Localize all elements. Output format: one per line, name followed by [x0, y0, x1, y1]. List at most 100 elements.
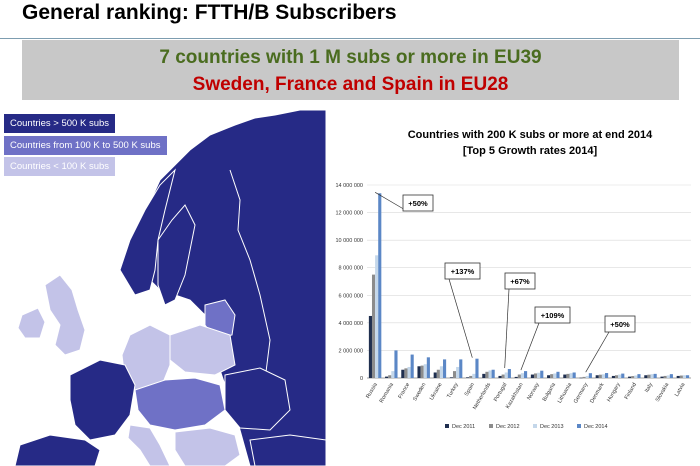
map-legend-low: Countries < 100 K subs	[4, 157, 116, 176]
bar-norway-dec-2014	[540, 370, 544, 378]
x-tick-label: Hungary	[606, 382, 622, 403]
annotation-pointer	[374, 191, 408, 212]
x-tick-label: Germany	[573, 382, 590, 405]
bar-russia-dec-2011	[368, 315, 372, 378]
bar-netherlands-dec-2013	[488, 370, 492, 378]
map-region-turkey	[249, 434, 326, 466]
bar-russia-dec-2013	[375, 255, 379, 378]
bar-hungary-dec-2012	[614, 375, 619, 378]
bar-kazakhstan-dec-2012	[517, 374, 521, 378]
map-region-poland	[169, 324, 236, 376]
bar-spain-dec-2014	[475, 358, 479, 378]
legend-swatch	[445, 424, 449, 428]
legend-label: Dec 2012	[496, 424, 520, 430]
bar-spain-dec-2013	[472, 373, 476, 378]
bar-russia-dec-2014	[378, 193, 382, 378]
bar-netherlands-dec-2014	[491, 369, 495, 378]
x-tick-label: Kazakhstan	[505, 382, 525, 410]
bar-france-dec-2014	[410, 354, 414, 378]
bar-italy-dec-2012	[647, 374, 651, 378]
bar-italy-dec-2011	[644, 375, 648, 378]
bar-latvia-dec-2011	[676, 375, 680, 378]
map-region-iberia	[14, 434, 101, 466]
bar-ukraine-dec-2014	[443, 359, 447, 378]
europe-map	[0, 110, 326, 466]
legend-label: Dec 2014	[584, 424, 608, 430]
bar-finland-dec-2012	[631, 376, 635, 378]
bar-russia-dec-2012	[371, 274, 376, 378]
x-tick-label: Spain	[464, 382, 476, 397]
y-tick-label: 4 000 000	[339, 321, 363, 327]
y-tick-label: 14 000 000	[335, 183, 363, 189]
bar-finland-dec-2013	[634, 375, 638, 378]
map-legend-medium: Countries from 100 K to 500 K subs	[4, 135, 167, 155]
growth-annotations: +50% +137% +67% +109% +50%	[374, 191, 636, 373]
bar-lithuania-dec-2014	[572, 372, 576, 378]
bar-bulgaria-dec-2014	[556, 371, 560, 378]
bar-ukraine-dec-2013	[439, 366, 444, 378]
bar-slovakia-dec-2014	[669, 374, 673, 378]
legend-swatch	[533, 424, 537, 428]
annotation-label: +109%	[541, 311, 565, 320]
growth-bar-chart: 0 2 000 000 4 000 000 6 000 000 8 000 000 10 …	[335, 183, 691, 430]
y-tick-label: 8 000 000	[339, 266, 363, 272]
map-region-italy	[127, 424, 171, 466]
map-region-russia-border	[229, 169, 271, 381]
bar-hungary-dec-2014	[621, 373, 625, 378]
x-tick-label: Sweden	[412, 382, 427, 402]
map-region-sweden	[157, 204, 196, 306]
bar-norway-dec-2011	[530, 374, 534, 378]
bar-portugal-dec-2011	[498, 375, 502, 378]
x-tick-label: Denmark	[589, 382, 605, 405]
bar-denmark-dec-2014	[605, 373, 609, 378]
legend-label: Dec 2011	[452, 424, 475, 430]
x-tick-label: Turkey	[446, 382, 460, 400]
x-tick-label: Italy	[644, 382, 654, 394]
bar-lithuania-dec-2012	[566, 373, 570, 378]
x-tick-label: Finland	[624, 382, 638, 401]
map-legend-high: Countries > 500 K subs	[4, 114, 116, 133]
bar-spain-dec-2012	[469, 375, 473, 378]
annotation-label: +137%	[451, 267, 475, 276]
bar-norway-dec-2012	[533, 373, 538, 378]
bar-sweden-dec-2011	[417, 366, 421, 378]
x-tick-labels: Russia Romania France Sweden Ukraine Turkey Sp…	[365, 381, 687, 411]
bar-france-dec-2011	[401, 369, 405, 378]
map-region-baltics	[204, 299, 236, 339]
bar-sweden-dec-2013	[423, 364, 427, 378]
bar-portugal-dec-2012	[501, 374, 505, 378]
annotation-pointer	[520, 322, 540, 371]
bar-sweden-dec-2014	[426, 357, 430, 378]
x-tick-label: Norway	[526, 382, 541, 401]
bar-romania-dec-2014	[394, 350, 398, 378]
bar-series	[368, 193, 690, 379]
map-region-balkans	[174, 427, 241, 466]
x-tick-label: Romania	[379, 381, 396, 404]
bar-bulgaria-dec-2011	[547, 375, 551, 378]
bar-portugal-dec-2013	[504, 372, 508, 378]
annotation-box	[534, 306, 571, 324]
y-tick-labels: 0 2 000 000 4 000 000 6 000 000 8 000 000 10 …	[335, 183, 363, 382]
bar-netherlands-dec-2011	[482, 373, 486, 378]
chart-title-line-2: [Top 5 Growth rates 2014]	[462, 145, 598, 157]
highlight-banner: 7 countries with 1 M subs or more in EU3…	[22, 40, 679, 100]
map-region-ireland	[17, 307, 46, 339]
bar-spain-dec-2011	[466, 377, 470, 378]
bar-finland-dec-2014	[637, 374, 641, 378]
bar-slovakia-dec-2013	[666, 375, 670, 378]
annotation-pointer	[585, 331, 610, 373]
bar-hungary-dec-2013	[618, 374, 622, 378]
bar-bulgaria-dec-2012	[550, 374, 554, 378]
map-region-norway	[119, 168, 176, 296]
bar-ukraine-dec-2012	[436, 369, 440, 378]
bar-bulgaria-dec-2013	[553, 373, 557, 378]
bar-latvia-dec-2014	[686, 375, 690, 378]
annotation-box	[604, 315, 636, 333]
bar-italy-dec-2013	[650, 374, 654, 378]
annotation-label: +67%	[510, 277, 530, 286]
bar-lithuania-dec-2011	[563, 374, 567, 378]
y-tick-label: 0	[360, 376, 363, 382]
bar-turkey-dec-2011	[449, 377, 453, 378]
bar-portugal-dec-2014	[507, 369, 511, 378]
bar-romania-dec-2013	[391, 371, 395, 378]
